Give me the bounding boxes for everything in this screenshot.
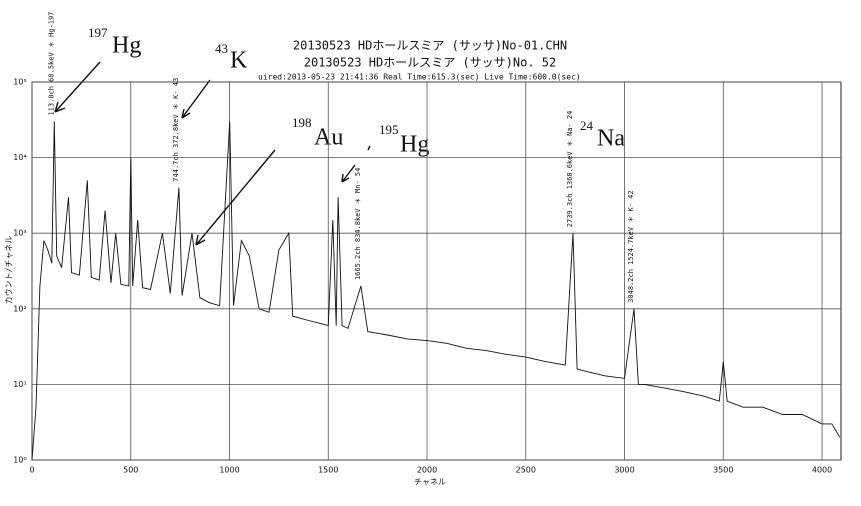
annotation-symbol: Hg bbox=[112, 33, 141, 59]
spectrum-line bbox=[31, 121, 841, 461]
x-tick-label: 2500 bbox=[516, 466, 536, 475]
annotation-mass: 195 bbox=[379, 122, 399, 137]
y-tick-label: 10² bbox=[13, 304, 26, 313]
x-tick-label: 3000 bbox=[614, 466, 634, 475]
x-axis-label: チャネル bbox=[414, 478, 446, 487]
annotation-symbol: Au bbox=[314, 125, 343, 151]
y-axis-label: カウント/チャネル bbox=[5, 236, 14, 305]
y-tick-label: 10³ bbox=[13, 229, 26, 238]
info-line: uired:2013-05-23 21:41:36 Real Time:615.… bbox=[258, 73, 581, 82]
peak-label: 1665.2ch 834.8keV ＊ Mn- 54 bbox=[354, 168, 362, 280]
annotation-symbol: Na bbox=[597, 126, 625, 152]
arrow bbox=[341, 145, 371, 183]
annotation-mass: 197 bbox=[88, 25, 108, 40]
x-tick-label: 0 bbox=[29, 466, 34, 475]
peak-label: 3048.2ch 1524.7keV ＊ K- 42 bbox=[627, 190, 635, 302]
plot-frame bbox=[31, 81, 842, 461]
y-tick-label: 10⁵ bbox=[13, 78, 26, 87]
peak-label: 113.0ch 68.5keV ＊ Hg-197 bbox=[47, 12, 55, 116]
title-line: 20130523 HDホールスミア (サッサ)No-01.CHN bbox=[293, 39, 567, 53]
y-tick-label: 10⁰ bbox=[13, 456, 26, 465]
title-line: 20130523 HDホールスミア (サッサ)No. 52 bbox=[304, 56, 557, 70]
arrows bbox=[54, 61, 371, 246]
annotation-mass: 198 bbox=[292, 115, 312, 130]
peak-label: 2739.3ch 1368.6keV ＊ Na- 24 bbox=[566, 111, 574, 228]
peak-label: 744.7ch 372.8keV ＊ K- 43 bbox=[172, 78, 180, 182]
x-tick-label: 3500 bbox=[713, 466, 733, 475]
x-tick-label: 4000 bbox=[812, 466, 832, 475]
x-tick-label: 1000 bbox=[219, 466, 239, 475]
x-tick-label: 1500 bbox=[318, 466, 338, 475]
annotation-symbol: Hg bbox=[400, 132, 429, 158]
annotation-symbol: K bbox=[230, 48, 248, 74]
arrow bbox=[181, 79, 211, 119]
arrow bbox=[195, 149, 276, 246]
annotation-mass: 24 bbox=[580, 118, 594, 133]
x-tick-label: 500 bbox=[123, 466, 138, 475]
x-tick-label: 2000 bbox=[417, 466, 437, 475]
y-tick-label: 10¹ bbox=[13, 380, 26, 389]
y-tick-label: 10⁴ bbox=[13, 153, 26, 162]
annotation-mass: 43 bbox=[215, 41, 228, 56]
arrow bbox=[54, 61, 101, 113]
